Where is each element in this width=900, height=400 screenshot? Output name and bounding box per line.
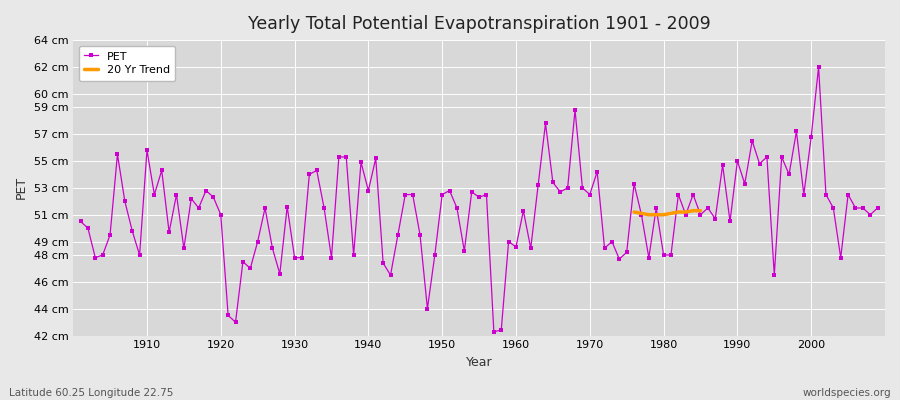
PET — [814, 64, 824, 69]
20 Yr Trend — [644, 212, 654, 217]
PET — [510, 244, 521, 249]
Line: PET: PET — [79, 65, 879, 333]
20 Yr Trend — [636, 211, 647, 216]
PET — [134, 253, 145, 258]
PET — [607, 239, 617, 244]
20 Yr Trend — [629, 210, 640, 214]
20 Yr Trend — [673, 210, 684, 214]
20 Yr Trend — [695, 208, 706, 213]
Title: Yearly Total Potential Evapotranspiration 1901 - 2009: Yearly Total Potential Evapotranspiratio… — [248, 15, 710, 33]
Legend: PET, 20 Yr Trend: PET, 20 Yr Trend — [78, 46, 176, 81]
PET — [872, 206, 883, 210]
20 Yr Trend — [680, 210, 691, 214]
20 Yr Trend — [688, 208, 698, 213]
20 Yr Trend — [651, 212, 661, 217]
Text: Latitude 60.25 Longitude 22.75: Latitude 60.25 Longitude 22.75 — [9, 388, 174, 398]
Y-axis label: PET: PET — [15, 176, 28, 200]
Text: worldspecies.org: worldspecies.org — [803, 388, 891, 398]
PET — [518, 208, 529, 213]
PET — [341, 154, 352, 159]
20 Yr Trend — [666, 211, 677, 216]
PET — [489, 329, 500, 334]
20 Yr Trend — [658, 212, 669, 217]
Line: 20 Yr Trend: 20 Yr Trend — [634, 211, 700, 215]
PET — [297, 255, 308, 260]
PET — [75, 219, 86, 224]
X-axis label: Year: Year — [466, 356, 492, 369]
